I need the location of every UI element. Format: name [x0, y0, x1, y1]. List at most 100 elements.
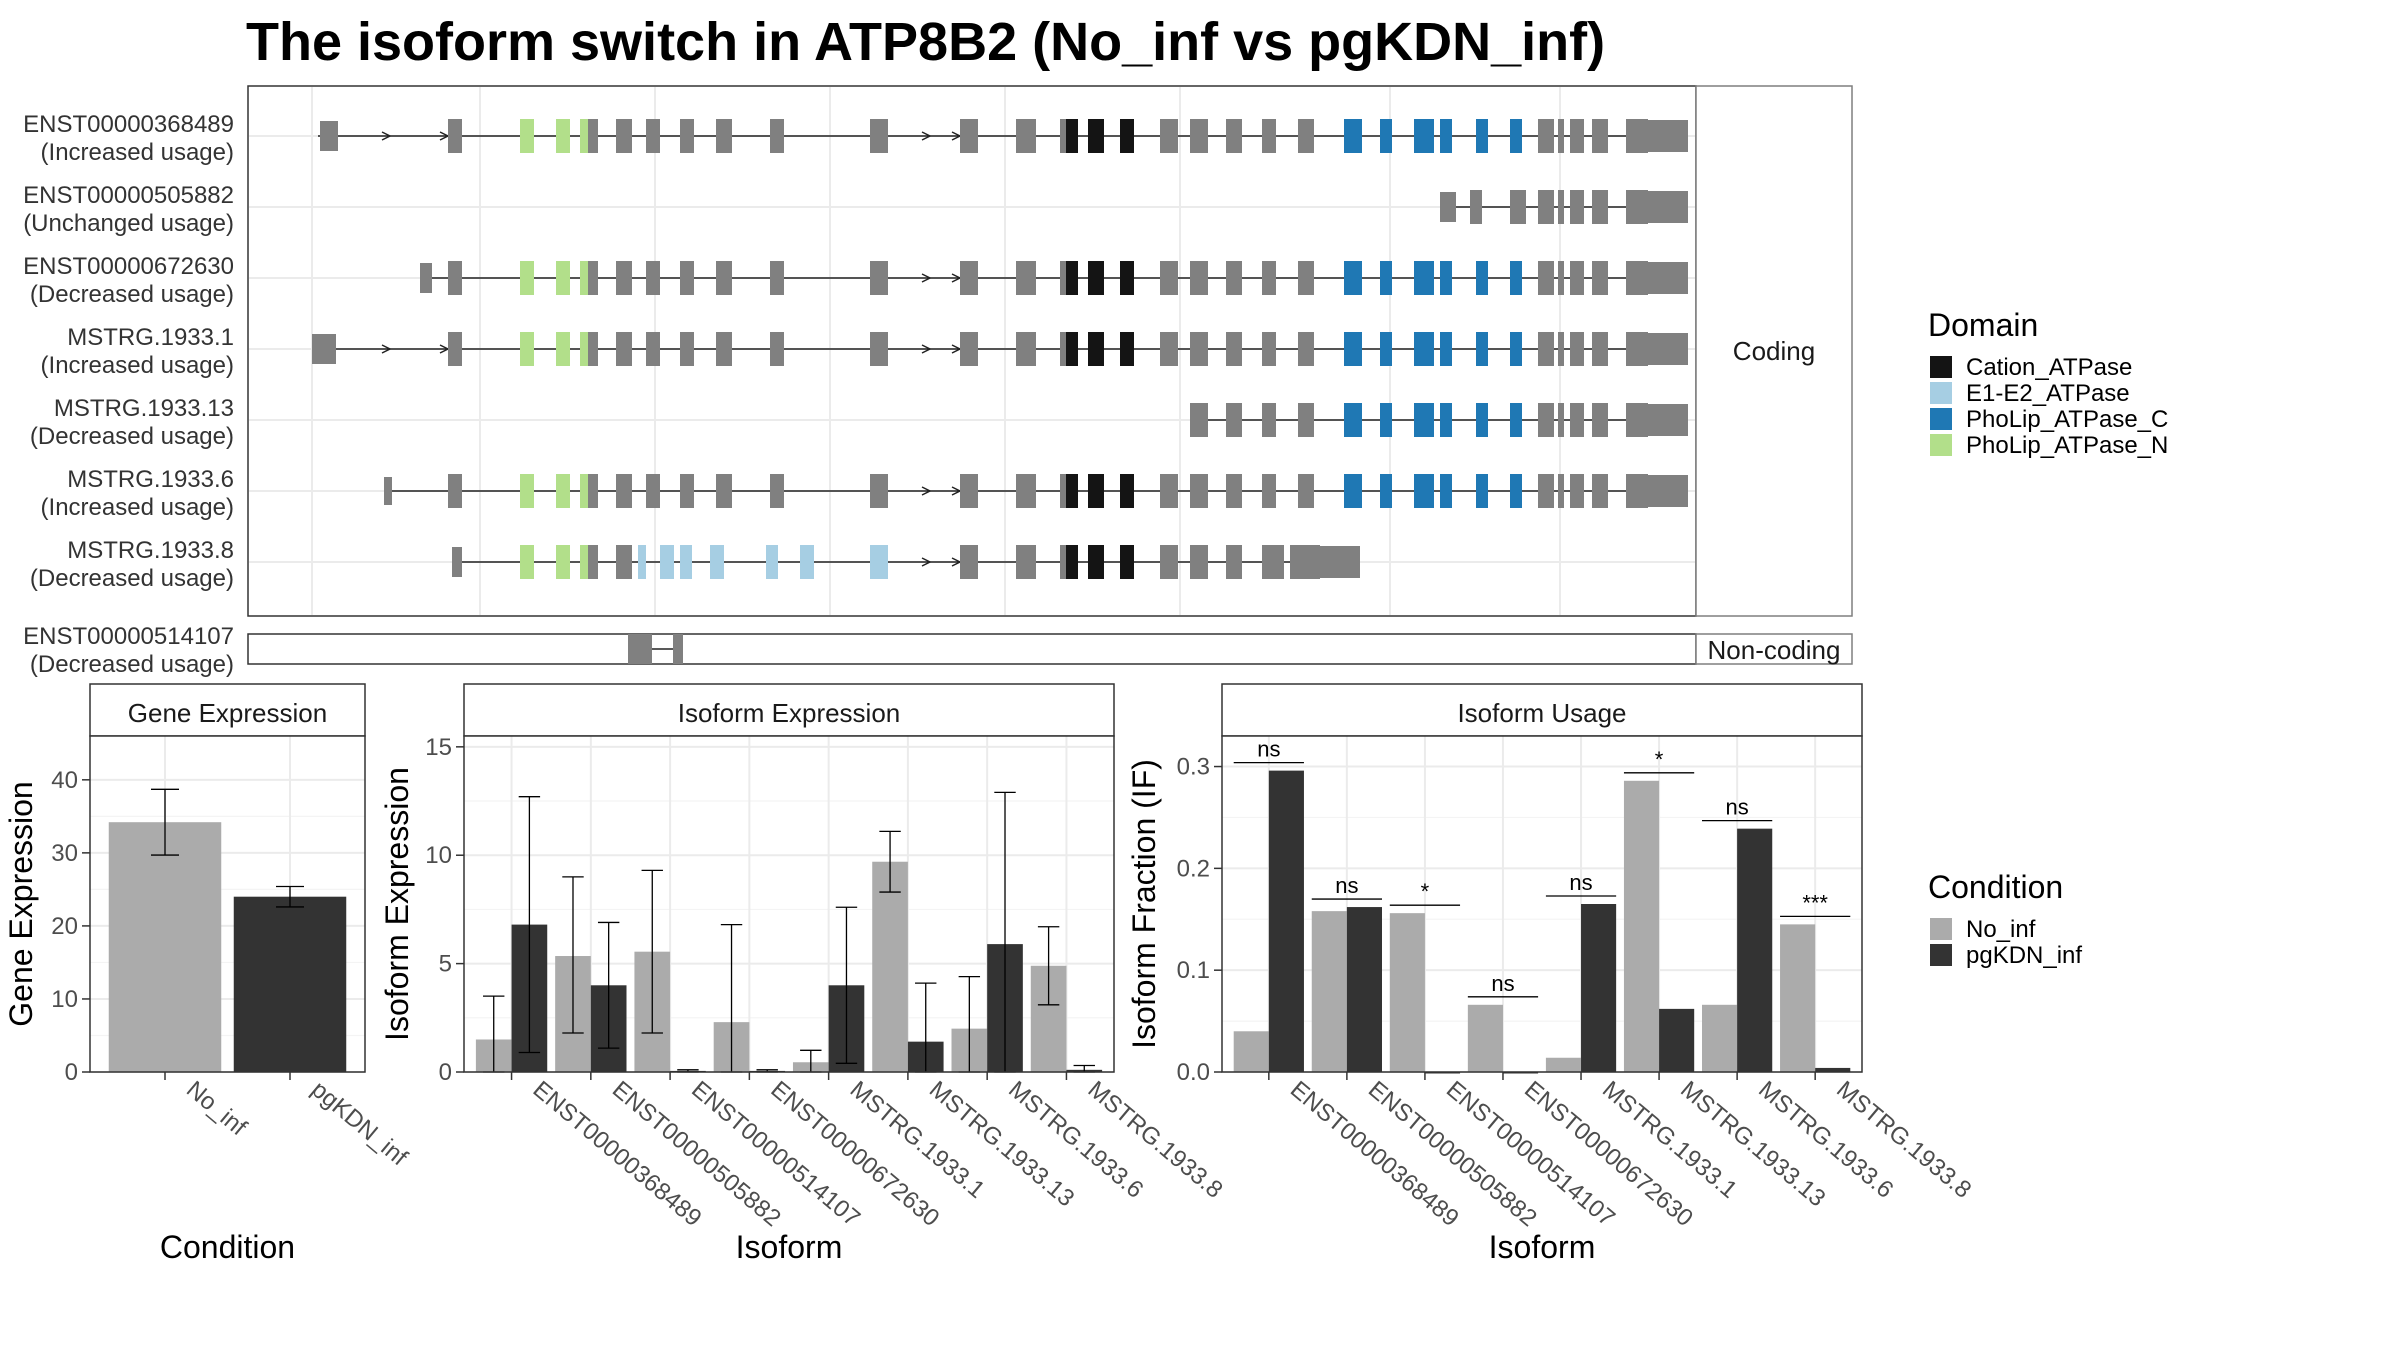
exon-block	[1190, 474, 1208, 508]
exon-block	[960, 332, 978, 366]
transcript-track-5	[384, 474, 1688, 508]
x-tick-label: MSTRG.1933.6	[1003, 1076, 1148, 1204]
transcript-track-4	[1190, 403, 1688, 437]
exon-block	[770, 261, 784, 295]
domain-exon-block	[1344, 261, 1362, 295]
significance-label: *	[1421, 879, 1430, 904]
exon-block	[1262, 119, 1276, 153]
exon-block	[1538, 119, 1554, 153]
exon-block	[1538, 474, 1554, 508]
y-tick-label: 0.0	[1177, 1059, 1210, 1086]
panel-strip-title: Isoform Expression	[678, 698, 901, 728]
domain-exon-block	[580, 545, 590, 579]
exon-block	[1298, 119, 1314, 153]
significance-label: ***	[1802, 890, 1828, 915]
domain-exon-block	[1344, 403, 1362, 437]
domain-exon-block	[1414, 119, 1434, 153]
transcript-usage-label: (Increased usage)	[41, 494, 234, 521]
panel-strip-title: Isoform Usage	[1457, 698, 1626, 728]
significance-label: ns	[1335, 873, 1358, 898]
exon-block	[1160, 332, 1178, 366]
exon-block	[1558, 474, 1564, 508]
strand-arrow	[921, 131, 932, 141]
exon-block	[680, 474, 694, 508]
domain-exon-block	[1088, 545, 1104, 579]
domain-exon-block	[1344, 474, 1362, 508]
strand-arrow	[381, 131, 392, 141]
y-tick-label: 0	[439, 1059, 452, 1086]
exon-block	[420, 263, 432, 293]
bar-MSTRG.1933.1-No_inf	[1545, 1057, 1582, 1072]
domain-exon-block	[660, 545, 674, 579]
coding-strip-box	[1695, 85, 1853, 617]
x-tick-label: No_inf	[181, 1076, 252, 1141]
domain-exon-block	[1414, 474, 1434, 508]
transcript-id-label: MSTRG.1933.8	[67, 537, 234, 564]
exon-block	[960, 545, 978, 579]
exon-block	[1558, 403, 1564, 437]
significance-label: *	[1655, 747, 1664, 772]
exon-block	[1592, 474, 1608, 508]
bar-ENST00000368489-No_inf	[1233, 1031, 1269, 1072]
bar-MSTRG.1933.13-pgKDN_inf	[1659, 1008, 1695, 1072]
x-tick-label: MSTRG.1933.1	[1597, 1076, 1742, 1204]
domain-exon-block	[1380, 261, 1392, 295]
y-tick-label: 5	[439, 951, 452, 978]
domain-exon-block	[1066, 119, 1078, 153]
exon-block	[716, 332, 732, 366]
domain-exon-block	[1066, 474, 1078, 508]
domain-exon-block	[520, 261, 534, 295]
transcript-id-label: MSTRG.1933.6	[67, 466, 234, 493]
transcript-track-2	[420, 261, 1688, 295]
exon-block	[1160, 261, 1178, 295]
exon-block	[870, 119, 888, 153]
x-tick-label: MSTRG.1933.8	[1083, 1076, 1228, 1204]
transcript-id-label: ENST00000505882	[23, 182, 234, 209]
exon-block	[1060, 332, 1066, 366]
x-axis-title: Isoform	[1489, 1229, 1596, 1265]
exon-block	[1626, 332, 1648, 366]
domain-exon-block	[556, 474, 570, 508]
y-tick-label: 40	[51, 767, 78, 794]
exon-block	[588, 261, 598, 295]
exon-block	[680, 332, 694, 366]
exon-block	[716, 119, 732, 153]
domain-exon-block	[1510, 403, 1522, 437]
exon-block	[1626, 119, 1648, 153]
y-tick-label: 15	[425, 734, 452, 761]
y-axis-title: Isoform Fraction (IF)	[1126, 759, 1162, 1049]
domain-exon-block	[1414, 332, 1434, 366]
exon-block	[716, 474, 732, 508]
y-tick-label: 10	[425, 842, 452, 869]
condition-legend-label: pgKDN_inf	[1966, 942, 2082, 969]
noncoding-strip-box	[1695, 633, 1853, 665]
y-tick-label: 0.2	[1177, 855, 1210, 882]
y-axis-title: Isoform Expression	[379, 767, 415, 1041]
bar-MSTRG.1933.1-pgKDN_inf	[1581, 904, 1617, 1072]
exon-block	[1290, 545, 1320, 579]
transcript-id-label: ENST00000368489	[23, 111, 234, 138]
exon-block	[1470, 190, 1482, 224]
transcript-id-label: ENST00000514107	[23, 623, 234, 650]
x-tick-label: MSTRG.1933.1	[845, 1076, 990, 1204]
exon-block	[1626, 190, 1648, 224]
domain-exon-block	[1088, 474, 1104, 508]
domain-exon-block	[1380, 474, 1392, 508]
exon-block	[616, 332, 632, 366]
exon-block	[1226, 545, 1242, 579]
domain-legend-swatch	[1930, 434, 1952, 456]
utr-block	[1320, 546, 1360, 578]
transcript-usage-label: (Decreased usage)	[30, 423, 234, 450]
panel-strip-title: Gene Expression	[128, 698, 327, 728]
x-tick-label: MSTRG.1933.13	[1675, 1076, 1830, 1212]
plot-border	[1221, 735, 1863, 1073]
exon-block	[1160, 545, 1178, 579]
exon-block	[1558, 190, 1564, 224]
utr-block	[1648, 404, 1688, 436]
domain-exon-block	[710, 545, 724, 579]
exon-block	[1558, 261, 1564, 295]
bar-No_inf	[108, 822, 222, 1072]
exon-block	[1626, 474, 1648, 508]
